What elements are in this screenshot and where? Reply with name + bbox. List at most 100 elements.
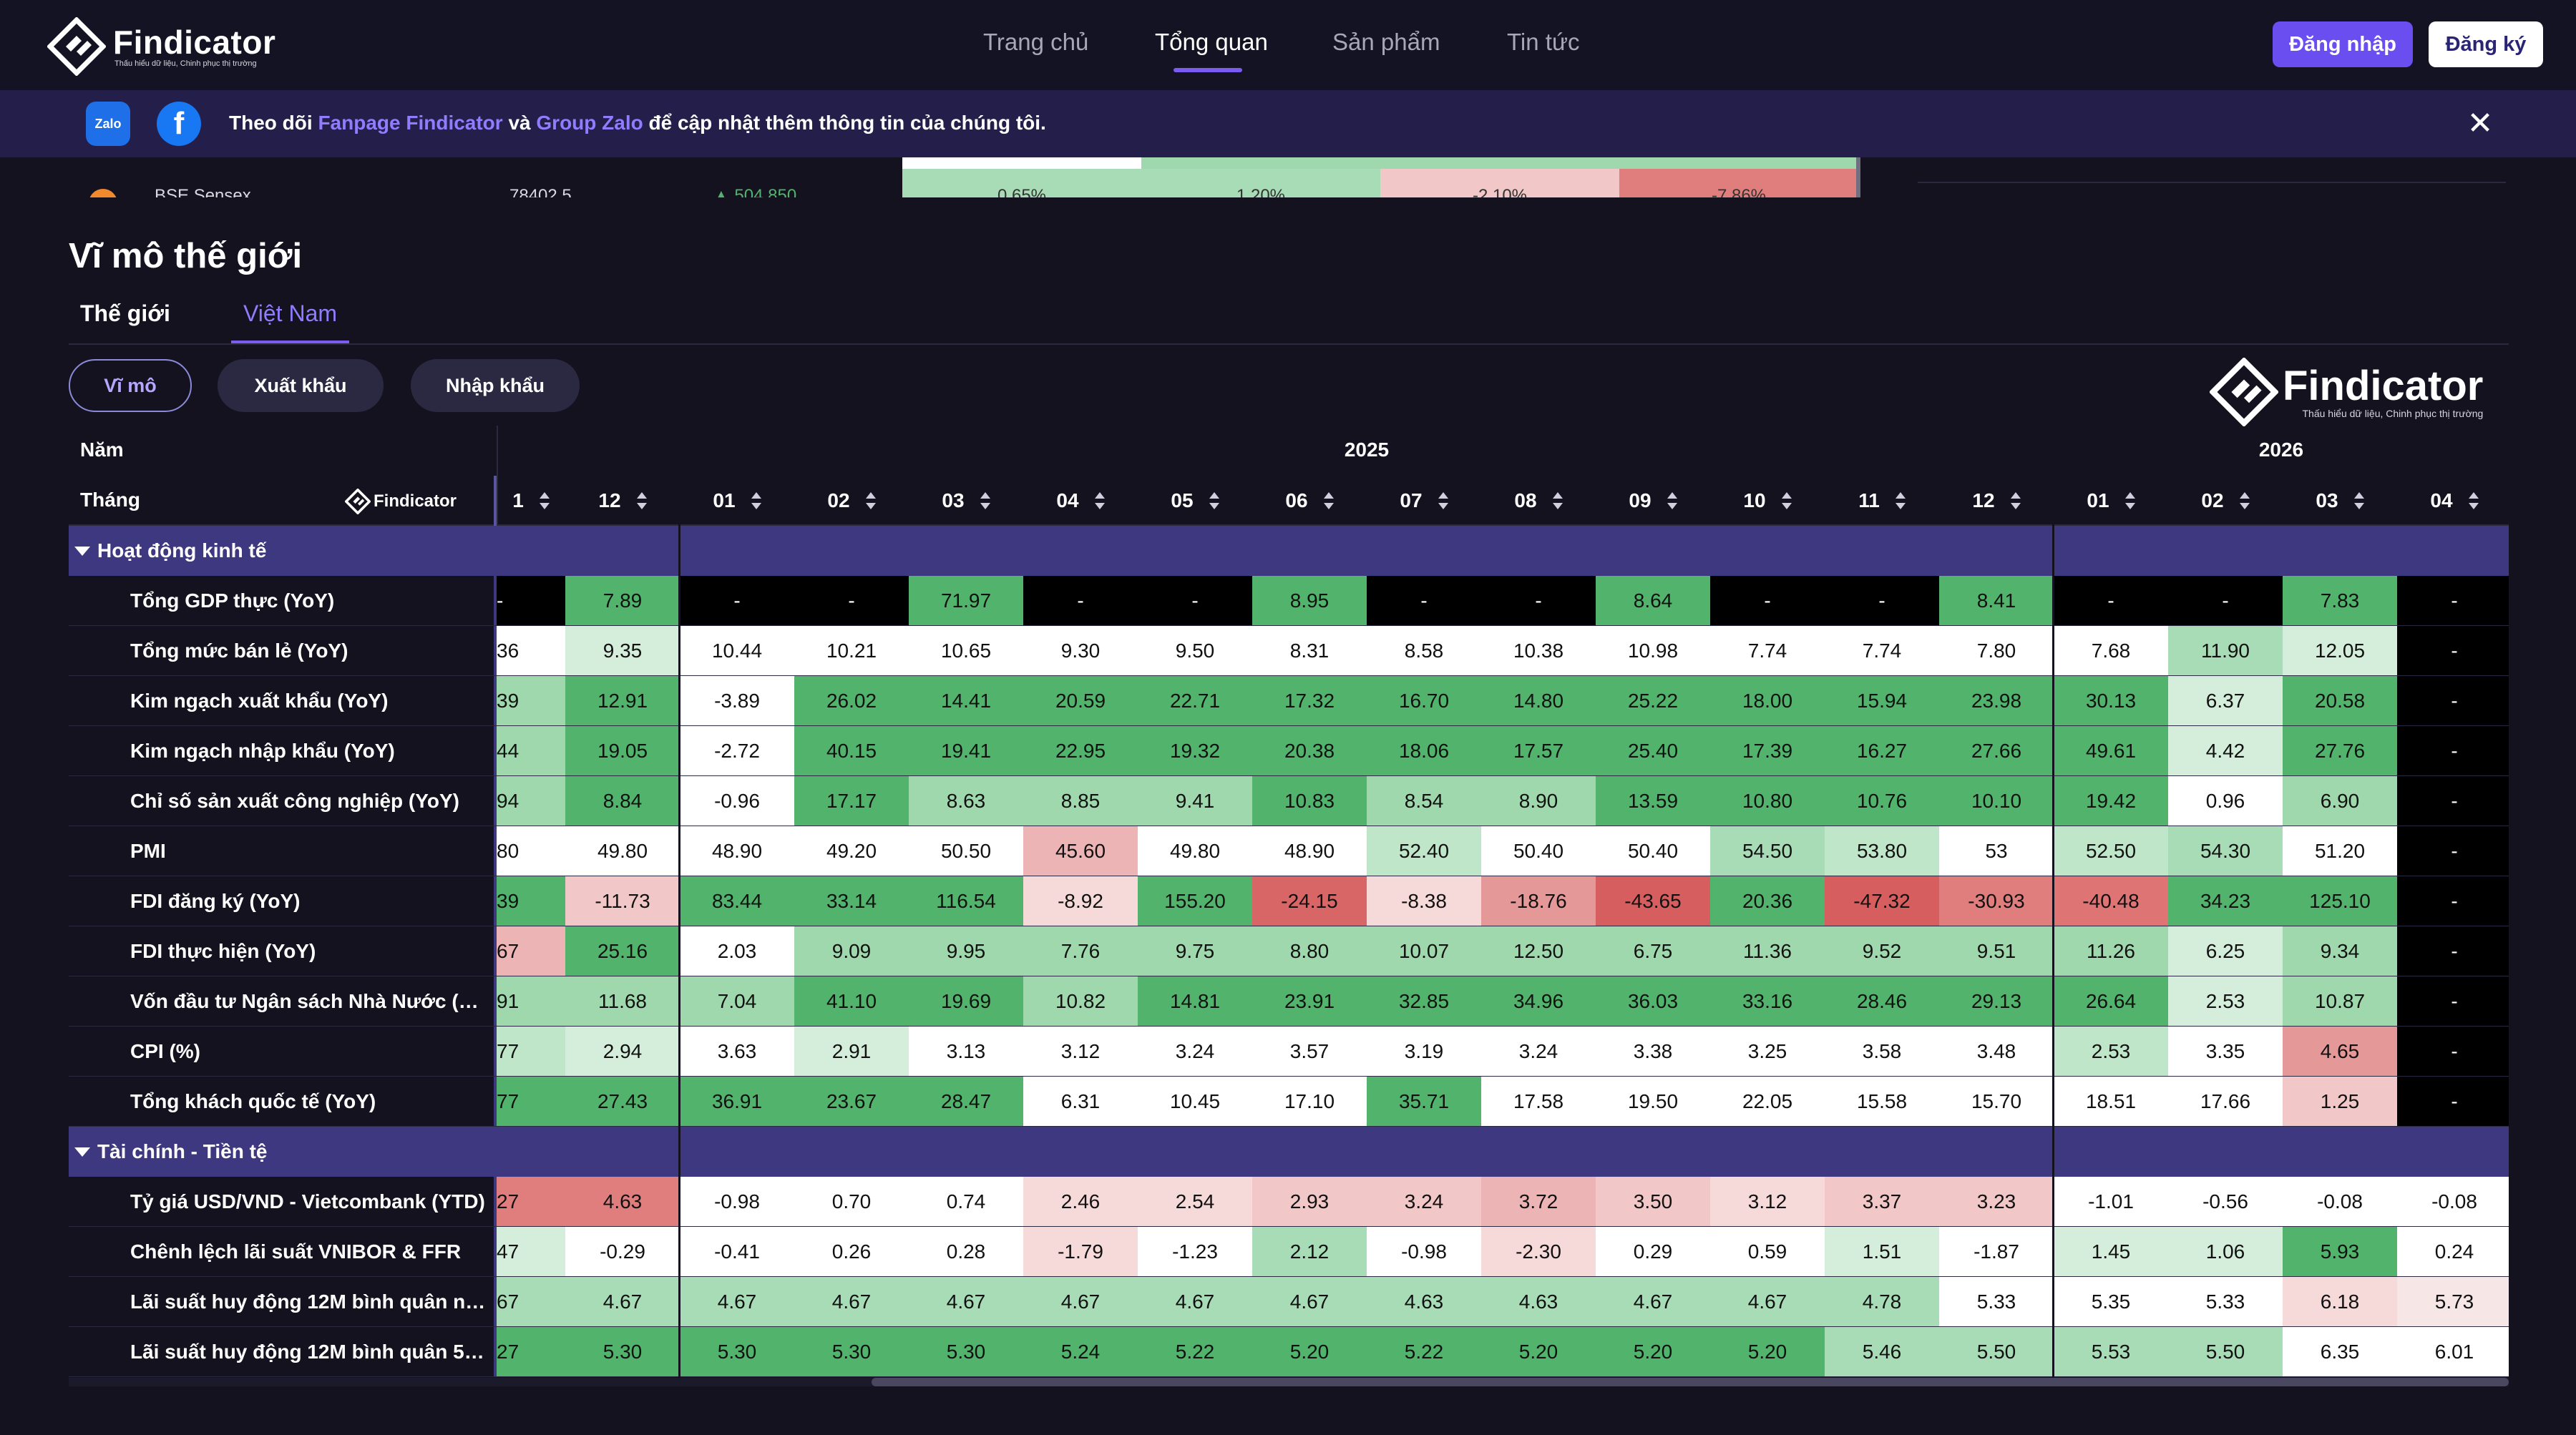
strip-cell-4: -7.86% [1711, 186, 1767, 197]
data-cell: - [2397, 1077, 2509, 1127]
month-sort-header[interactable]: 02 [794, 476, 909, 526]
login-button[interactable]: Đăng nhập [2273, 21, 2413, 67]
data-cell: 1.51 [1825, 1227, 1939, 1277]
row-label-text: CPI (%) [130, 1040, 200, 1062]
data-cell: 27.43 [565, 1077, 680, 1127]
month-label: 08 [1514, 489, 1537, 511]
group-toggle[interactable]: Hoạt động kinh tế [74, 526, 266, 576]
month-label: 02 [2201, 489, 2224, 511]
month-sort-header[interactable]: 04 [2397, 476, 2509, 526]
data-cell: -30.93 [1939, 876, 2054, 926]
sort-icon[interactable] [1323, 490, 1334, 511]
table-row: 67 4.67 4.67 4.67 4.67 4.67 4.67 4.67 4.63 4.63 4.… [69, 1277, 2509, 1327]
month-sort-header[interactable]: 1 [497, 476, 565, 526]
month-sort-header[interactable]: 08 [1481, 476, 1596, 526]
sort-icon[interactable] [751, 490, 761, 511]
data-cell: 29.13 [1939, 976, 2054, 1027]
data-cell: 19.50 [1596, 1077, 1710, 1127]
pill-macro[interactable]: Vĩ mô [69, 359, 192, 412]
sort-icon[interactable] [865, 490, 876, 511]
sort-icon[interactable] [1438, 490, 1448, 511]
sort-icon[interactable] [1209, 490, 1219, 511]
nav-item-products[interactable]: Sản phẩm [1332, 29, 1440, 55]
sort-icon[interactable] [2468, 490, 2479, 511]
month-sort-header[interactable]: 06 [1252, 476, 1367, 526]
month-sort-header[interactable]: 01 [2054, 476, 2168, 526]
strip-cell-2: 1.20% [1236, 186, 1286, 197]
month-sort-header[interactable]: 05 [1138, 476, 1252, 526]
group-row[interactable]: Tài chính - Tiền tệ [69, 1127, 2509, 1177]
nav-item-news[interactable]: Tin tức [1507, 29, 1580, 55]
caret-down-icon[interactable] [74, 546, 90, 556]
month-sort-header[interactable]: 03 [2283, 476, 2397, 526]
data-cell: 10.45 [1138, 1077, 1252, 1127]
sort-icon[interactable] [1552, 490, 1563, 511]
month-sort-header[interactable]: 04 [1023, 476, 1138, 526]
data-cell: 50.40 [1481, 826, 1596, 876]
data-cell: 77 [497, 1027, 565, 1077]
data-cell: 25.40 [1596, 726, 1710, 776]
sort-icon[interactable] [980, 490, 990, 511]
month-sort-header[interactable]: 10 [1710, 476, 1825, 526]
row-label-text: Tỷ giá USD/VND - Vietcombank (YTD) [130, 1190, 485, 1213]
sort-icon[interactable] [1781, 490, 1792, 511]
sort-icon[interactable] [1895, 490, 1906, 511]
sort-icon[interactable] [2124, 490, 2135, 511]
month-sort-header[interactable]: 11 [1825, 476, 1939, 526]
caret-down-icon[interactable] [74, 1147, 90, 1157]
label-column-edge [494, 576, 497, 626]
nav-item-overview[interactable]: Tổng quan [1155, 29, 1268, 55]
sort-icon[interactable] [539, 490, 550, 511]
data-cell: - [2397, 826, 2509, 876]
pill-export[interactable]: Xuất khẩu [218, 359, 384, 412]
group-toggle[interactable]: Tài chính - Tiền tệ [74, 1127, 268, 1177]
table-row: 39 12.91 -3.89 26.02 14.41 20.59 22.71 17.32 16.… [69, 676, 2509, 726]
group-row[interactable]: Hoạt động kinh tế [69, 526, 2509, 576]
row-label: FDI thực hiện (YoY) [69, 926, 497, 976]
month-sort-header[interactable]: 12 [1939, 476, 2054, 526]
fanpage-link[interactable]: Fanpage Findicator [318, 112, 503, 134]
sort-icon[interactable] [2239, 490, 2250, 511]
tab-vietnam[interactable]: Việt Nam [243, 300, 338, 326]
month-label: 03 [942, 489, 965, 511]
group-zalo-link[interactable]: Group Zalo [536, 112, 643, 134]
data-cell: 4.67 [565, 1277, 680, 1327]
data-cell: 4.67 [1023, 1277, 1138, 1327]
sort-icon[interactable] [1667, 490, 1677, 511]
month-sort-header[interactable]: 02 [2168, 476, 2283, 526]
data-cell: 36.91 [680, 1077, 794, 1127]
data-cell: 5.22 [1367, 1327, 1481, 1377]
scrollbar-thumb[interactable] [872, 1378, 2509, 1386]
close-icon[interactable]: ✕ [2467, 105, 2494, 141]
data-cell: 8.80 [1252, 926, 1367, 976]
month-sort-header[interactable]: 07 [1367, 476, 1481, 526]
data-cell: 34.96 [1481, 976, 1596, 1027]
month-label: 05 [1171, 489, 1194, 511]
data-cell: 9.51 [1939, 926, 2054, 976]
data-cell: - [794, 576, 909, 626]
zalo-icon[interactable]: Zalo [86, 102, 130, 146]
facebook-icon[interactable]: f [157, 102, 201, 146]
sort-icon[interactable] [2353, 490, 2364, 511]
sort-icon[interactable] [1094, 490, 1105, 511]
pill-import[interactable]: Nhập khẩu [411, 359, 580, 412]
data-cell: 4.63 [565, 1177, 680, 1227]
month-sort-header[interactable]: 09 [1596, 476, 1710, 526]
table-row: 39 -11.73 83.44 33.14 116.54 -8.92 155.20 -24.1… [69, 876, 2509, 926]
tab-world[interactable]: Thế giới [80, 300, 170, 326]
nav-item-home[interactable]: Trang chủ [983, 29, 1089, 55]
month-sort-header[interactable]: 12 [565, 476, 680, 526]
strip-divider [1918, 182, 2506, 183]
month-sort-header[interactable]: 03 [909, 476, 1023, 526]
data-cell: 9.41 [1138, 776, 1252, 826]
sort-icon[interactable] [636, 490, 647, 511]
sort-icon[interactable] [2010, 490, 2021, 511]
register-button[interactable]: Đăng ký [2429, 21, 2543, 67]
month-sort-header[interactable]: 01 [680, 476, 794, 526]
row-label-text: Lãi suất huy động 12M bình quân 5 NHTM [130, 1341, 488, 1363]
data-cell: 16.27 [1825, 726, 1939, 776]
data-cell: 25.22 [1596, 676, 1710, 726]
data-cell: 17.32 [1252, 676, 1367, 726]
data-cell: 4.67 [909, 1277, 1023, 1327]
findicator-logo[interactable]: Findicator Thấu hiểu dữ liệu, Chinh phục… [47, 16, 275, 77]
